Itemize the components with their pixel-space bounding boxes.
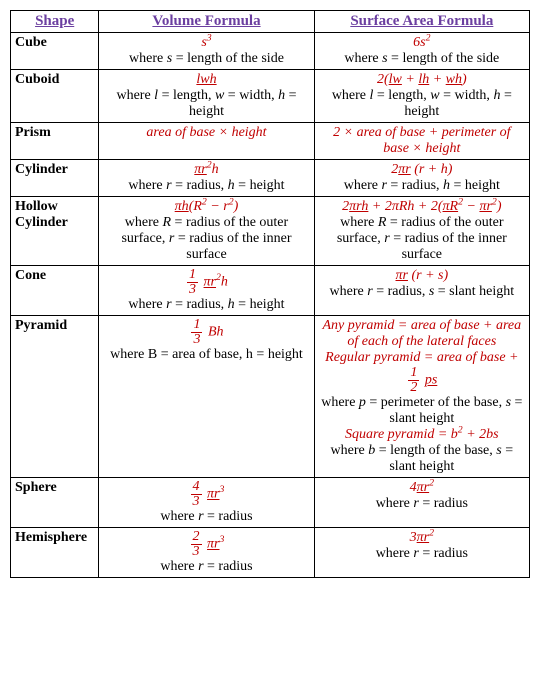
table-row: Cubes3where s = length of the side6s2whe… <box>11 33 530 70</box>
volume-formula: 23 πr3 <box>103 530 309 559</box>
surface-desc: where r = radius, h = height <box>319 178 525 194</box>
shape-cell: Cube <box>11 33 99 70</box>
surface-cell: 2πrh + 2πRh + 2(πR2 − πr2)where R = radi… <box>314 197 529 266</box>
surface-desc: where s = length of the side <box>319 51 525 67</box>
volume-cell: s3where s = length of the side <box>99 33 314 70</box>
surface-desc: where r = radius <box>319 546 525 562</box>
shape-cell: Cuboid <box>11 70 99 123</box>
surface-formula-extra: Square pyramid = b2 + 2bs <box>319 427 525 443</box>
volume-formula: area of base × height <box>103 125 309 141</box>
surface-cell: Any pyramid = area of base + area of eac… <box>314 316 529 478</box>
volume-formula: 13 Bh <box>103 318 309 347</box>
volume-formula: πr2h <box>103 162 309 178</box>
volume-desc: where l = length, w = width, h = height <box>103 88 309 120</box>
volume-cell: πh(R2 − r2)where R = radius of the outer… <box>99 197 314 266</box>
volume-cell: 13 Bhwhere B = area of base, h = height <box>99 316 314 478</box>
header-surface: Surface Area Formula <box>314 11 529 33</box>
volume-desc: where r = radius <box>103 509 309 525</box>
table-row: Cone13 πr2hwhere r = radius, h = heightπ… <box>11 266 530 316</box>
volume-desc: where B = area of base, h = height <box>103 347 309 363</box>
volume-desc: where r = radius, h = height <box>103 297 309 313</box>
surface-cell: 2(lw + lh + wh)where l = length, w = wid… <box>314 70 529 123</box>
surface-desc: where r = radius <box>319 496 525 512</box>
volume-formula: πh(R2 − r2) <box>103 199 309 215</box>
volume-desc: where r = radius, h = height <box>103 178 309 194</box>
surface-formula: 2 × area of base + perimeter of base × h… <box>319 125 525 157</box>
volume-formula: s3 <box>103 35 309 51</box>
shape-cell: Pyramid <box>11 316 99 478</box>
surface-formula: 2πrh + 2πRh + 2(πR2 − πr2) <box>319 199 525 215</box>
surface-cell: 4πr2where r = radius <box>314 478 529 528</box>
table-row: Cuboidlwhwhere l = length, w = width, h … <box>11 70 530 123</box>
volume-cell: πr2hwhere r = radius, h = height <box>99 160 314 197</box>
table-row: Cylinderπr2hwhere r = radius, h = height… <box>11 160 530 197</box>
surface-desc: where l = length, w = width, h = height <box>319 88 525 120</box>
table-row: Prismarea of base × height 2 × area of ba… <box>11 123 530 160</box>
volume-cell: 13 πr2hwhere r = radius, h = height <box>99 266 314 316</box>
formula-table: Shape Volume Formula Surface Area Formul… <box>10 10 530 578</box>
table-row: Pyramid13 Bhwhere B = area of base, h = … <box>11 316 530 478</box>
surface-cell: 2πr (r + h)where r = radius, h = height <box>314 160 529 197</box>
surface-formula: Any pyramid = area of base + area of eac… <box>319 318 525 395</box>
table-row: Hemisphere23 πr3where r = radius3πr2wher… <box>11 528 530 578</box>
volume-cell: area of base × height <box>99 123 314 160</box>
surface-formula: 2(lw + lh + wh) <box>319 72 525 88</box>
volume-formula: lwh <box>103 72 309 88</box>
volume-cell: 23 πr3where r = radius <box>99 528 314 578</box>
surface-desc: where p = perimeter of the base, s = sla… <box>319 395 525 427</box>
volume-cell: 43 πr3where r = radius <box>99 478 314 528</box>
volume-desc: where s = length of the side <box>103 51 309 67</box>
table-row: Hollow Cylinderπh(R2 − r2)where R = radi… <box>11 197 530 266</box>
shape-cell: Cylinder <box>11 160 99 197</box>
volume-desc: where r = radius <box>103 559 309 575</box>
shape-cell: Prism <box>11 123 99 160</box>
volume-desc: where R = radius of the outer surface, r… <box>103 215 309 263</box>
surface-desc: where R = radius of the outer surface, r… <box>319 215 525 263</box>
shape-cell: Hemisphere <box>11 528 99 578</box>
table-row: Sphere43 πr3where r = radius4πr2where r … <box>11 478 530 528</box>
surface-cell: 3πr2where r = radius <box>314 528 529 578</box>
volume-cell: lwhwhere l = length, w = width, h = heig… <box>99 70 314 123</box>
volume-formula: 43 πr3 <box>103 480 309 509</box>
surface-cell: 2 × area of base + perimeter of base × h… <box>314 123 529 160</box>
shape-cell: Hollow Cylinder <box>11 197 99 266</box>
volume-formula: 13 πr2h <box>103 268 309 297</box>
surface-formula: 2πr (r + h) <box>319 162 525 178</box>
surface-cell: 6s2where s = length of the side <box>314 33 529 70</box>
surface-formula: 3πr2 <box>319 530 525 546</box>
header-volume: Volume Formula <box>99 11 314 33</box>
surface-desc-extra: where b = length of the base, s = slant … <box>319 443 525 475</box>
surface-formula: πr (r + s) <box>319 268 525 284</box>
surface-formula: 6s2 <box>319 35 525 51</box>
shape-cell: Sphere <box>11 478 99 528</box>
header-row: Shape Volume Formula Surface Area Formul… <box>11 11 530 33</box>
header-shape: Shape <box>11 11 99 33</box>
surface-desc: where r = radius, s = slant height <box>319 284 525 300</box>
shape-cell: Cone <box>11 266 99 316</box>
surface-cell: πr (r + s)where r = radius, s = slant he… <box>314 266 529 316</box>
surface-formula: 4πr2 <box>319 480 525 496</box>
